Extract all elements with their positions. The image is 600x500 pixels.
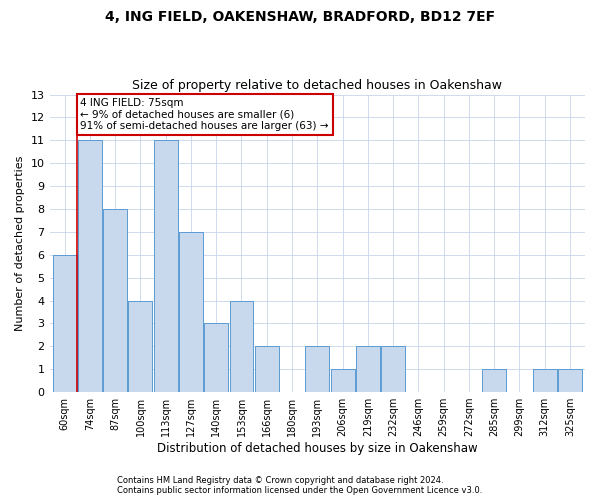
Bar [53,255,77,392]
Title: Size of property relative to detached houses in Oakenshaw: Size of property relative to detached ho… [132,79,502,92]
Bar [381,346,405,392]
Bar [179,232,203,392]
X-axis label: Distribution of detached houses by size in Oakenshaw: Distribution of detached houses by size … [157,442,478,455]
Bar [128,300,152,392]
Y-axis label: Number of detached properties: Number of detached properties [15,156,25,331]
Bar [331,369,355,392]
Bar [482,369,506,392]
Bar [78,140,102,392]
Text: 4, ING FIELD, OAKENSHAW, BRADFORD, BD12 7EF: 4, ING FIELD, OAKENSHAW, BRADFORD, BD12 … [105,10,495,24]
Bar [356,346,380,392]
Bar [305,346,329,392]
Bar [204,324,228,392]
Bar [230,300,253,392]
Bar [533,369,557,392]
Bar [558,369,582,392]
Bar [103,209,127,392]
Text: Contains HM Land Registry data © Crown copyright and database right 2024.
Contai: Contains HM Land Registry data © Crown c… [118,476,482,495]
Bar [255,346,279,392]
Text: 4 ING FIELD: 75sqm
← 9% of detached houses are smaller (6)
91% of semi-detached : 4 ING FIELD: 75sqm ← 9% of detached hous… [80,98,329,131]
Bar [154,140,178,392]
